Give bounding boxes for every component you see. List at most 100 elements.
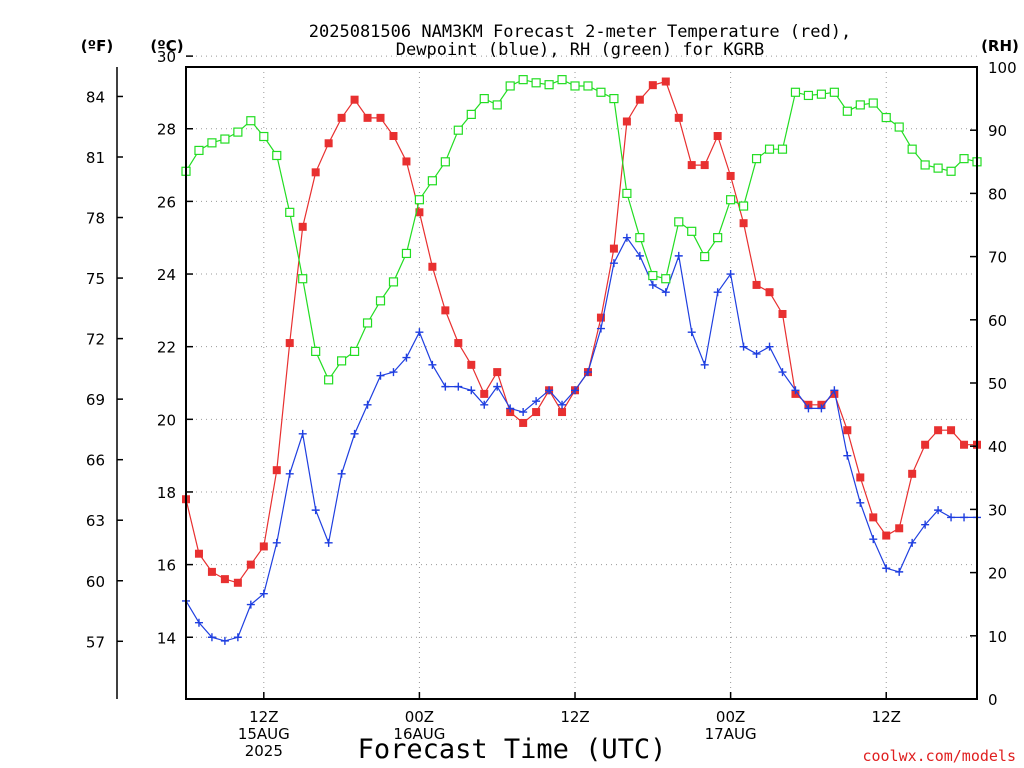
data-point	[467, 360, 476, 369]
data-point	[285, 207, 295, 217]
fahrenheit-tick-label: 69	[86, 391, 105, 409]
data-point	[207, 567, 216, 576]
data-point	[375, 296, 386, 306]
celsius-tick-label: 18	[157, 484, 176, 502]
data-point	[778, 368, 787, 377]
data-point	[506, 404, 515, 413]
data-point	[493, 382, 502, 391]
data-point	[959, 154, 969, 164]
celsius-tick-label: 26	[157, 193, 176, 211]
data-point	[259, 542, 268, 551]
data-point	[609, 259, 618, 268]
celsius-unit-label: (ºC)	[150, 37, 183, 55]
plot-frame	[185, 66, 978, 700]
data-point	[635, 251, 644, 260]
rh-tick-label: 10	[988, 628, 1007, 646]
celsius-tick-label: 14	[157, 629, 176, 647]
data-point	[311, 346, 321, 356]
data-point	[933, 163, 943, 173]
data-point	[389, 368, 398, 377]
data-point	[687, 226, 697, 236]
data-point	[842, 106, 852, 116]
data-point	[596, 324, 605, 333]
x-tick-label: 12Z	[872, 708, 901, 726]
data-point	[571, 386, 580, 395]
data-point	[233, 578, 242, 587]
data-point	[622, 188, 632, 198]
x-tick-label: 15AUG	[238, 725, 290, 743]
data-point	[285, 469, 294, 478]
data-point	[558, 408, 567, 417]
data-point	[868, 98, 878, 108]
data-point	[609, 244, 618, 253]
data-point	[687, 161, 696, 170]
data-point	[713, 132, 722, 141]
data-point	[194, 145, 204, 156]
data-point	[738, 201, 749, 211]
data-point	[843, 451, 852, 460]
data-point	[415, 328, 424, 337]
data-point	[764, 144, 775, 154]
data-point	[401, 248, 412, 259]
data-point	[726, 171, 735, 180]
data-point	[324, 139, 333, 148]
x-tick-label: 00Z	[405, 708, 434, 726]
celsius-tick-label: 30	[157, 48, 176, 66]
data-point	[362, 318, 373, 328]
data-point	[479, 93, 489, 104]
data-point	[661, 288, 670, 297]
data-point	[790, 87, 801, 97]
data-point	[480, 389, 489, 398]
data-point	[246, 116, 256, 126]
data-point	[726, 270, 735, 279]
data-point	[207, 138, 217, 148]
data-point	[895, 524, 904, 533]
data-point	[207, 633, 216, 642]
data-point	[960, 440, 969, 449]
data-point	[713, 288, 722, 297]
source-credit: coolwx.com/models	[862, 747, 1016, 765]
data-point	[454, 339, 463, 348]
data-point	[194, 549, 203, 558]
fahrenheit-tick-label: 66	[86, 452, 105, 470]
data-point	[233, 633, 242, 642]
x-tick-label: 12Z	[249, 708, 278, 726]
data-point	[856, 498, 865, 507]
data-point	[960, 513, 969, 522]
celsius-tick-label: 22	[157, 339, 176, 357]
data-point	[376, 113, 385, 122]
celsius-tick-label: 28	[157, 121, 176, 139]
fahrenheit-unit-label: (ºF)	[81, 37, 113, 55]
rh-tick-label: 70	[988, 249, 1007, 267]
data-point	[363, 400, 372, 409]
rh-tick-label: 20	[988, 565, 1007, 583]
data-point	[843, 426, 852, 435]
x-tick-label: 17AUG	[705, 725, 757, 743]
data-point	[441, 306, 450, 315]
data-point	[337, 356, 347, 366]
data-point	[532, 397, 541, 406]
data-point	[622, 233, 631, 242]
chart-title-line-1: 2025081506 NAM3KM Forecast 2-meter Tempe…	[309, 22, 851, 42]
data-point	[803, 90, 814, 101]
chart-title-line-2: Dewpoint (blue), RH (green) for KGRB	[396, 40, 764, 60]
data-point	[298, 222, 307, 231]
data-point	[596, 87, 606, 97]
data-point	[921, 440, 930, 449]
data-point	[739, 219, 748, 228]
data-point	[622, 117, 631, 126]
rh-tick-label: 30	[988, 501, 1007, 519]
data-point	[765, 342, 774, 351]
x-tick-label: 12Z	[560, 708, 589, 726]
data-point	[921, 520, 930, 529]
data-point	[324, 375, 334, 385]
rh-tick-label: 0	[988, 691, 998, 709]
data-point	[324, 538, 333, 547]
data-point	[545, 386, 554, 395]
data-point	[881, 112, 891, 123]
fahrenheit-tick-label: 72	[86, 331, 105, 349]
fahrenheit-tick-label: 60	[86, 573, 105, 591]
data-point	[519, 408, 528, 417]
data-point	[246, 600, 255, 609]
